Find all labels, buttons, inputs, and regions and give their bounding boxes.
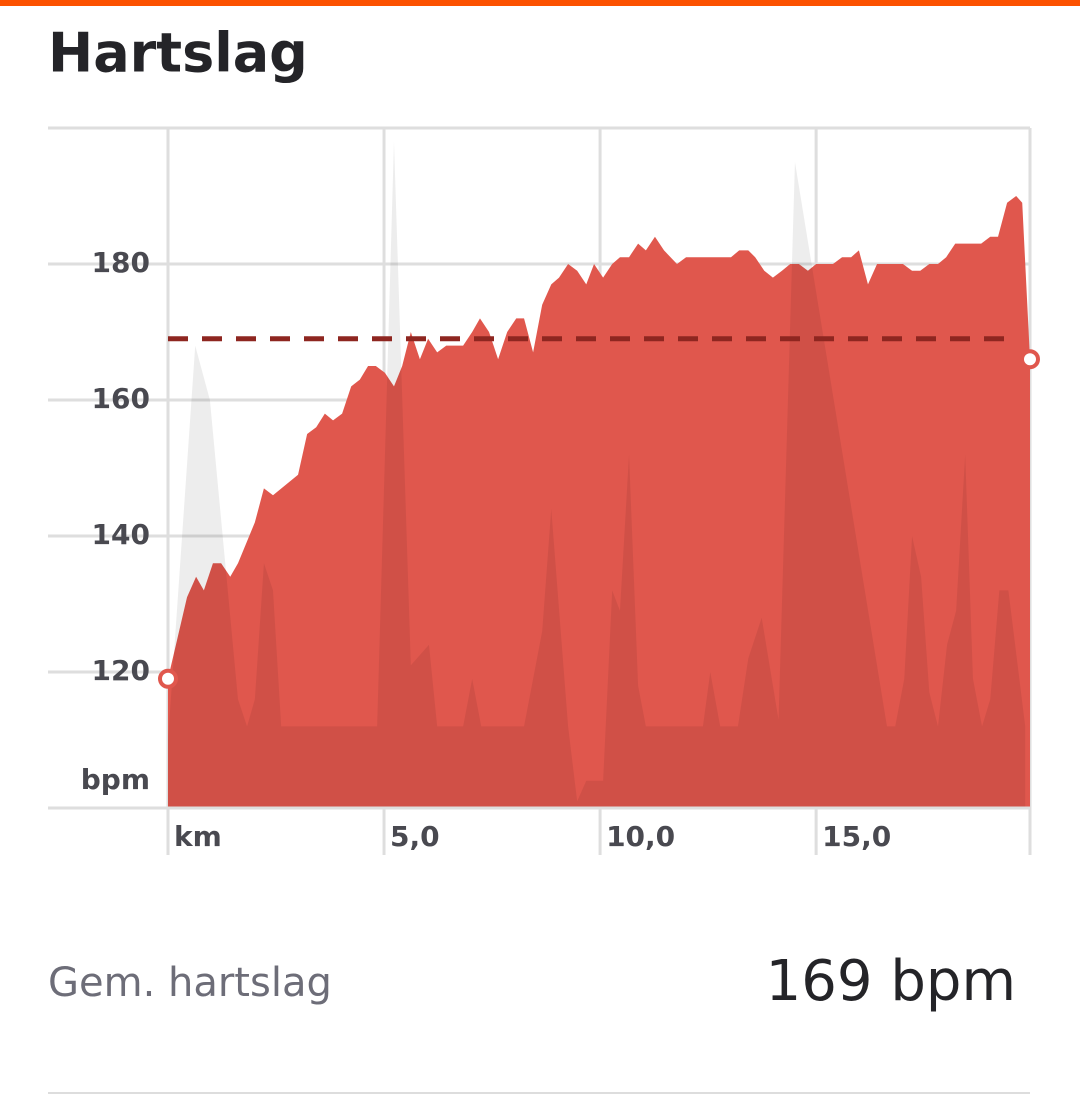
- heart-rate-area: [168, 196, 1030, 808]
- y-tick-label: 140: [92, 518, 150, 551]
- top-bar: [0, 0, 1080, 6]
- x-tick-label: km: [174, 820, 222, 853]
- y-tick-label: 180: [92, 246, 150, 279]
- y-axis-label: bpm: [81, 763, 150, 796]
- y-tick-label: 160: [92, 382, 150, 415]
- y-tick-label: 120: [92, 654, 150, 687]
- chart-title: Hartslag: [48, 22, 308, 85]
- start-marker: [158, 668, 178, 689]
- secondary-area: [168, 141, 1026, 809]
- summary-label: Gem. hartslag: [48, 960, 332, 1006]
- x-tick-label: 10,0: [606, 820, 675, 853]
- end-marker: [1020, 349, 1040, 370]
- x-tick-label: 5,0: [390, 820, 440, 853]
- x-tick-label: 15,0: [822, 820, 891, 853]
- summary-value: 169 bpm: [766, 949, 1016, 1014]
